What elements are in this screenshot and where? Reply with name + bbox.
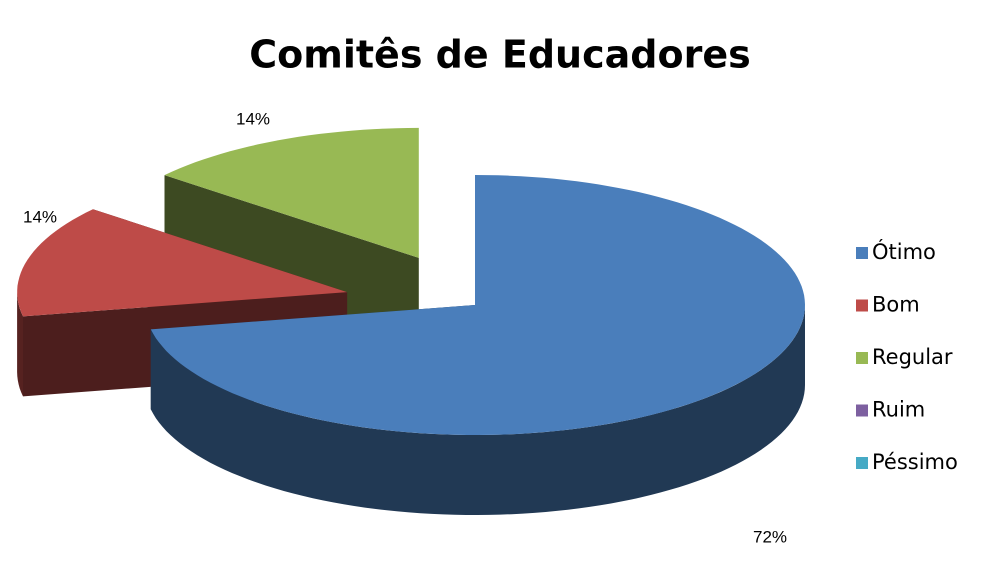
slice bbox=[150, 175, 806, 435]
slice bbox=[164, 127, 419, 258]
slice-wall bbox=[150, 305, 806, 515]
legend-swatch bbox=[856, 247, 868, 259]
data-label: 72% bbox=[753, 527, 787, 546]
slice-side bbox=[164, 175, 419, 338]
data-label: 14% bbox=[23, 207, 57, 226]
legend-label: Bom bbox=[872, 293, 920, 317]
legend-label: Ótimo bbox=[872, 239, 936, 264]
legend-label: Péssimo bbox=[872, 450, 958, 474]
data-label: 14% bbox=[236, 109, 270, 128]
slice-wall bbox=[17, 292, 23, 397]
legend-swatch bbox=[856, 404, 868, 417]
legend-label: Regular bbox=[872, 345, 953, 369]
chart-title: Comitês de Educadores bbox=[249, 33, 750, 77]
slice bbox=[17, 209, 348, 317]
legend-swatch bbox=[856, 299, 868, 312]
legend-label: Ruim bbox=[872, 398, 925, 422]
legend-swatch bbox=[856, 352, 868, 364]
legend-swatch bbox=[856, 457, 868, 469]
